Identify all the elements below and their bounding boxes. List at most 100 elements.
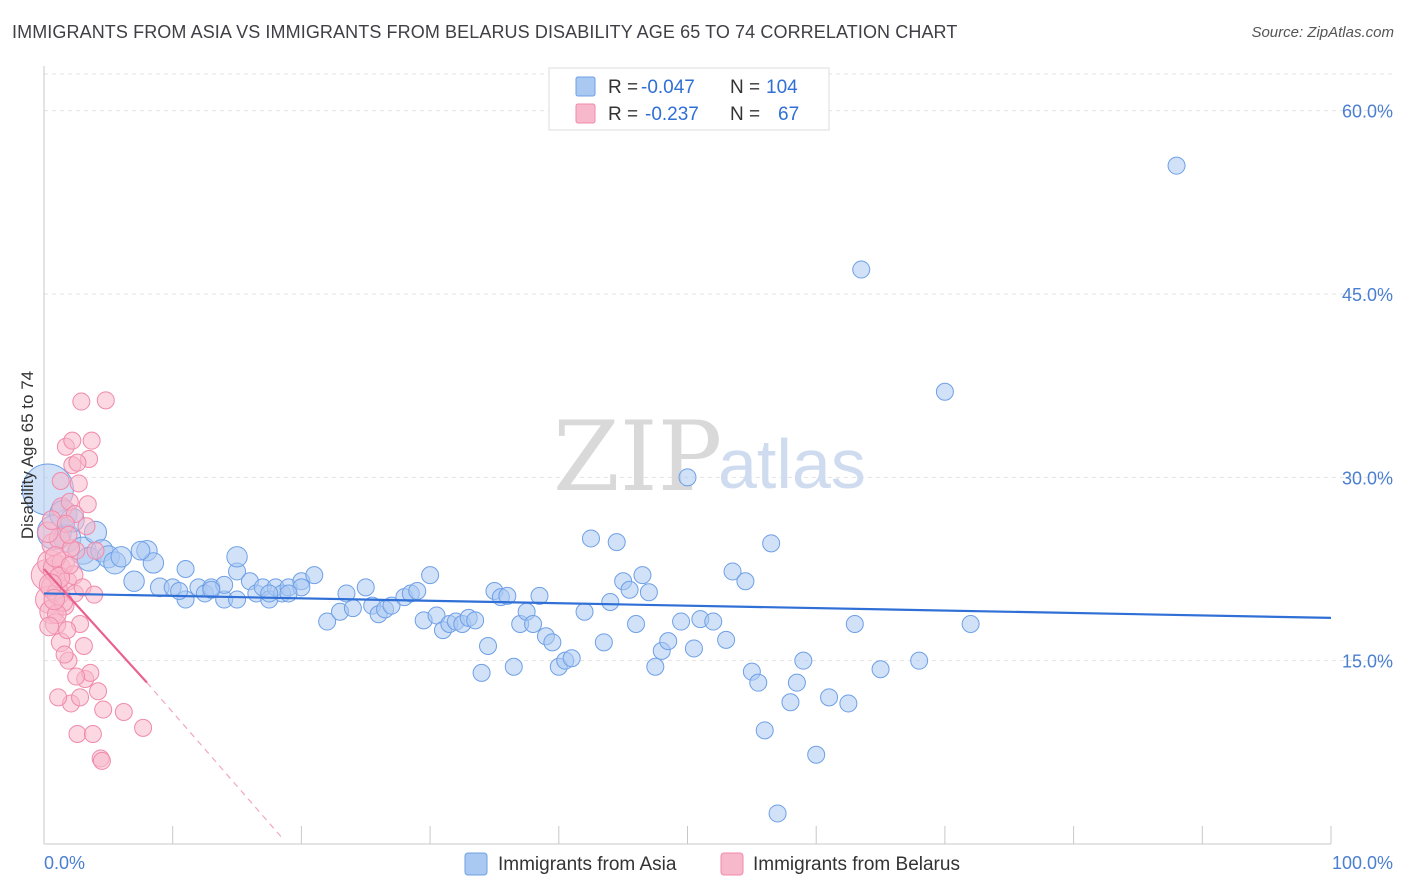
axes	[43, 66, 1332, 845]
asia-point-112	[871, 660, 890, 679]
asia-point-72	[530, 586, 549, 605]
asia-point-14	[142, 552, 165, 574]
trend-line-belarus-extension	[146, 682, 283, 839]
belarus-point-29	[77, 517, 96, 536]
series-legend: Immigrants from Asia Immigrants from Bel…	[464, 852, 960, 876]
trend-line-belarus	[43, 568, 148, 684]
belarus-point-55	[74, 637, 93, 655]
belarus-point-33	[86, 541, 105, 560]
watermark-atlas: atlas	[718, 425, 866, 503]
legend-r-value-belarus: -0.237	[645, 104, 699, 125]
belarus-point-23	[68, 725, 87, 743]
trend-lines	[43, 568, 1332, 839]
asia-point-77	[562, 649, 581, 668]
belarus-point-59	[71, 688, 90, 707]
asia-point-41	[202, 580, 221, 599]
asia-point-78	[575, 602, 594, 621]
asia-point-104	[781, 693, 800, 712]
asia-point-85	[627, 615, 646, 633]
asia-point-87	[639, 583, 658, 602]
asia-point-88	[646, 657, 665, 676]
belarus-point-65	[39, 616, 59, 637]
legend-n-label-asia: N =	[730, 77, 760, 98]
asia-point-46	[356, 578, 375, 597]
asia-point-91	[672, 612, 691, 631]
series-belarus-points	[30, 391, 153, 770]
legend-r-label-belarus: R =	[608, 104, 638, 125]
asia-point-68	[504, 657, 523, 676]
asia-point-95	[704, 612, 723, 631]
asia-point-17	[176, 560, 195, 578]
asia-point-101	[755, 721, 774, 740]
asia-point-103	[768, 804, 787, 823]
bottom-legend-swatch-belarus	[720, 852, 744, 876]
asia-point-90	[659, 632, 678, 651]
asia-point-38	[279, 584, 298, 603]
asia-point-79	[581, 529, 600, 548]
asia-point-34	[130, 540, 151, 561]
source-label: Source: ZipAtlas.com	[1251, 24, 1394, 41]
x-tick-label-min: 0.0%	[44, 853, 85, 873]
asia-point-114	[935, 382, 954, 401]
stats-legend: R = -0.047 N = 104 R = -0.237 N = 67	[548, 67, 830, 131]
y-tick-label-1: 30.0%	[1342, 468, 1393, 488]
asia-point-67	[498, 586, 517, 605]
asia-point-12	[123, 570, 145, 592]
asia-point-11	[110, 546, 132, 568]
legend-n-value-asia: 104	[766, 77, 798, 98]
asia-point-71	[524, 615, 543, 633]
belarus-point-52	[60, 556, 79, 575]
asia-point-80	[594, 633, 613, 652]
y-tick-labels: 15.0% 30.0% 45.0% 60.0%	[1342, 102, 1393, 672]
legend-swatch-asia	[575, 76, 596, 97]
asia-point-100	[749, 673, 768, 692]
asia-point-84	[620, 580, 639, 599]
belarus-point-38	[114, 703, 133, 721]
asia-point-62	[466, 611, 485, 630]
asia-point-50	[382, 596, 401, 615]
asia-point-45	[343, 599, 362, 618]
belarus-point-50	[51, 472, 70, 490]
asia-point-63	[472, 663, 491, 682]
asia-point-111	[852, 260, 871, 279]
asia-point-36	[260, 584, 279, 603]
asia-point-35	[228, 590, 247, 609]
x-tick-label-max: 100.0%	[1332, 853, 1393, 873]
asia-point-108	[820, 688, 839, 707]
belarus-point-39	[134, 718, 153, 737]
bottom-legend-swatch-asia	[464, 852, 488, 876]
asia-point-106	[794, 651, 813, 670]
asia-point-86	[633, 566, 652, 585]
asia-point-33	[226, 546, 248, 568]
asia-point-109	[839, 694, 858, 713]
belarus-point-56	[78, 495, 97, 514]
belarus-point-34	[89, 682, 108, 701]
asia-point-31	[305, 566, 324, 585]
bottom-legend-label-asia: Immigrants from Asia	[498, 854, 677, 875]
asia-point-105	[787, 673, 806, 692]
legend-r-value-asia: -0.047	[641, 77, 695, 98]
trend-line-asia	[43, 592, 1332, 619]
asia-point-93	[684, 639, 703, 658]
bottom-legend-label-belarus: Immigrants from Belarus	[753, 854, 960, 875]
chart-title: IMMIGRANTS FROM ASIA VS IMMIGRANTS FROM …	[12, 22, 958, 42]
belarus-point-66	[59, 525, 78, 544]
legend-swatch-belarus	[575, 103, 596, 124]
grid	[44, 73, 1392, 662]
belarus-point-62	[67, 667, 86, 686]
asia-point-55	[421, 566, 440, 585]
belarus-point-24	[69, 474, 88, 493]
belarus-point-54	[68, 453, 87, 472]
asia-point-82	[607, 533, 626, 552]
asia-point-116	[1167, 156, 1186, 175]
asia-point-110	[845, 615, 864, 633]
asia-point-98	[736, 572, 755, 591]
belarus-point-45	[58, 621, 77, 640]
belarus-point-32	[83, 725, 102, 743]
asia-point-97	[723, 562, 742, 581]
asia-point-115	[961, 615, 980, 633]
asia-point-81	[601, 593, 620, 611]
y-tick-label-0: 15.0%	[1342, 652, 1393, 672]
watermark-zip: ZIP	[553, 401, 722, 513]
